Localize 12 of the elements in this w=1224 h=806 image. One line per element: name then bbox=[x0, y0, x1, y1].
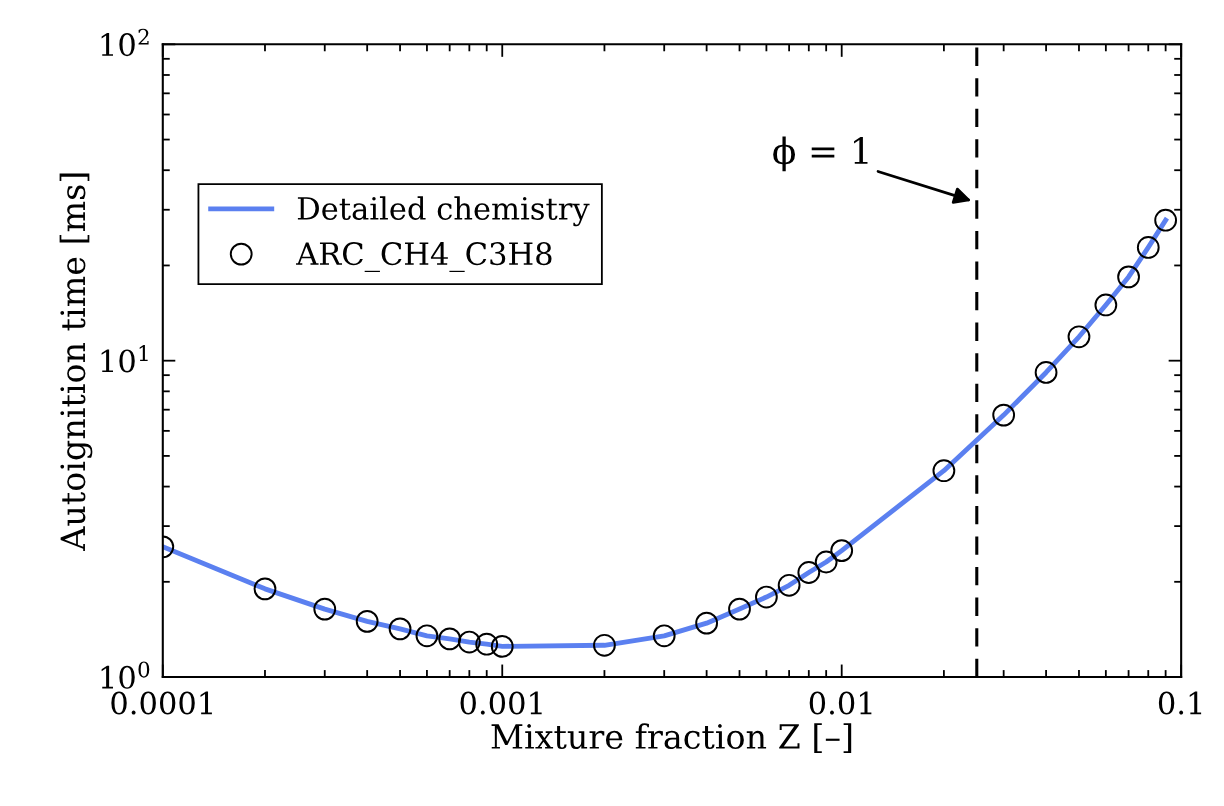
y-axis-title: Autoignition time [ms] bbox=[59, 173, 93, 551]
y-tick-label: 10$^{0}$ bbox=[101, 661, 150, 689]
legend-label: Detailed chemistry bbox=[297, 196, 590, 227]
legend-label: ARC_CH4_C3H8 bbox=[296, 242, 552, 272]
annotation: ϕ = 1 bbox=[773, 136, 868, 172]
y-tick-label: 10$^{2}$ bbox=[101, 28, 149, 57]
x-tick-label: 0.1 bbox=[1158, 691, 1202, 715]
y-tick-label: 10$^{1}$ bbox=[101, 345, 148, 373]
x-tick-label: 0.001 bbox=[460, 691, 542, 715]
x-axis-title: Mixture fraction Z [–] bbox=[491, 723, 852, 753]
x-tick-label: 0.0001 bbox=[111, 691, 212, 715]
x-tick-label: 0.01 bbox=[809, 691, 872, 715]
